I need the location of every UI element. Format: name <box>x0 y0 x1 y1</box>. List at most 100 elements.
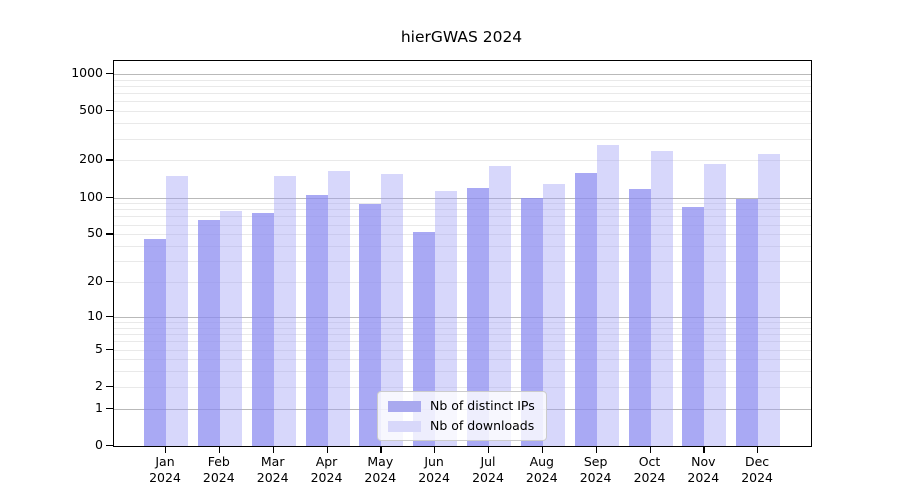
y-tick <box>106 348 113 350</box>
x-tick-label: Feb 2024 <box>189 454 249 485</box>
bar-nb-of-downloads-dec-2024 <box>758 154 781 446</box>
x-tick <box>541 446 544 453</box>
gridline-minor <box>114 371 811 373</box>
gridline-minor <box>114 246 811 247</box>
y-tick <box>106 445 113 447</box>
chart-title: hierGWAS 2024 <box>400 28 523 46</box>
x-tick-label: Mar 2024 <box>243 454 303 485</box>
y-tick-label: 20 <box>87 273 103 288</box>
x-tick-label-line: Feb <box>207 454 230 469</box>
x-tick-label-line: May <box>367 454 394 469</box>
x-tick-label-line: 2024 <box>256 469 289 485</box>
x-tick <box>649 446 651 453</box>
gridline-minor <box>114 341 811 343</box>
x-tick <box>380 446 382 453</box>
y-tick-label: 10 <box>87 307 103 323</box>
y-tick-label: 200 <box>79 151 103 167</box>
bar-nb-of-downloads-jan-2024 <box>166 175 188 446</box>
gridline-minor <box>114 123 811 125</box>
x-tick-label-line: Sep <box>583 454 608 469</box>
bar-nb-of-downloads-may-2024 <box>381 174 404 446</box>
legend-label-distinct-ips: Nb of distinct IPs <box>430 398 535 413</box>
bar-nb-of-downloads-jun-2024 <box>435 191 458 446</box>
legend-item-downloads: Nb of downloads <box>388 419 535 433</box>
gridline-major <box>114 316 811 318</box>
gridline-minor <box>114 234 811 236</box>
bar-nb-of-distinct-ips-mar-2024 <box>251 212 274 446</box>
x-tick <box>703 446 705 453</box>
gridline-minor <box>114 209 811 211</box>
y-tick <box>106 281 113 283</box>
x-tick-label-line: 2024 <box>364 469 397 485</box>
legend-item-distinct-ips: Nb of distinct IPs <box>388 399 535 413</box>
x-tick-label-line: 2024 <box>202 469 235 485</box>
bar-nb-of-downloads-sep-2024 <box>596 145 619 446</box>
gridline-minor <box>114 224 811 226</box>
x-tick-label-line: 2024 <box>525 469 558 485</box>
x-tick-label-line: 2024 <box>149 469 181 485</box>
legend-swatch-downloads-icon <box>388 420 421 432</box>
gridline-minor <box>114 349 811 351</box>
gridline-major <box>114 197 811 199</box>
gridline-minor <box>114 334 811 335</box>
x-tick-label-line: Jun <box>424 454 444 469</box>
x-tick <box>434 446 436 453</box>
x-tick-label: Jan 2024 <box>135 454 195 485</box>
x-tick-label-line: 2024 <box>741 469 773 485</box>
gridline-minor <box>114 386 811 388</box>
x-tick-label-line: Nov <box>691 454 716 469</box>
bar-nb-of-distinct-ips-jan-2024 <box>144 238 166 446</box>
bar-nb-of-distinct-ips-nov-2024 <box>682 207 705 446</box>
x-tick-label-line: Jan <box>155 454 175 469</box>
y-tick <box>106 72 113 75</box>
x-tick-label: Oct 2024 <box>620 454 680 485</box>
gridline-minor <box>114 111 811 113</box>
bar-nb-of-downloads-nov-2024 <box>704 163 727 446</box>
x-tick-label-line: 2024 <box>310 469 343 485</box>
bar-nb-of-downloads-oct-2024 <box>650 150 673 446</box>
x-tick-label-line: Apr <box>315 454 338 469</box>
gridline-minor <box>114 79 811 81</box>
bar-nb-of-downloads-apr-2024 <box>327 170 350 446</box>
x-tick-label: Sep 2024 <box>566 454 626 485</box>
bar-nb-of-downloads-jul-2024 <box>489 166 511 446</box>
bar-nb-of-downloads-feb-2024 <box>219 210 242 446</box>
x-tick-label: Nov 2024 <box>673 454 733 485</box>
y-tick-label: 100 <box>79 188 103 204</box>
gridline-minor <box>114 203 811 205</box>
x-tick-label-line: 2024 <box>633 469 666 485</box>
y-tick-label: 0 <box>95 437 103 452</box>
bar-nb-of-downloads-mar-2024 <box>273 175 296 446</box>
gridline-minor <box>114 261 811 263</box>
gridline-minor <box>114 85 811 87</box>
y-tick <box>106 196 113 198</box>
y-tick <box>106 407 113 409</box>
x-tick <box>165 446 167 453</box>
gridline-minor <box>114 282 811 283</box>
bar-nb-of-distinct-ips-aug-2024 <box>520 197 543 446</box>
y-tick-label: 5 <box>95 340 103 356</box>
x-tick-label: Aug 2024 <box>512 454 572 485</box>
x-tick <box>488 446 490 453</box>
x-tick-label-line: Jul <box>480 454 496 469</box>
gridline-minor <box>114 216 811 218</box>
x-tick-label-line: Dec <box>744 454 770 469</box>
x-tick-label: May 2024 <box>350 454 410 485</box>
x-tick-label: Apr 2024 <box>297 454 357 485</box>
bar-nb-of-distinct-ips-feb-2024 <box>197 219 220 446</box>
y-tick-label: 1 <box>95 399 103 415</box>
gridline-minor <box>114 359 811 361</box>
x-tick-label-line: 2024 <box>418 469 450 485</box>
x-tick <box>757 446 759 453</box>
y-tick <box>106 385 113 388</box>
gridline-minor <box>114 327 811 329</box>
bar-nb-of-distinct-ips-apr-2024 <box>305 194 328 446</box>
x-tick-label-line: 2024 <box>687 469 720 485</box>
x-tick-label-line: Mar <box>260 454 285 469</box>
gridline-minor <box>114 322 811 323</box>
x-tick-label-line: 2024 <box>579 469 612 485</box>
bar-nb-of-distinct-ips-sep-2024 <box>574 173 597 446</box>
x-tick-label-line: 2024 <box>472 469 504 485</box>
x-tick-label: Jun 2024 <box>404 454 464 485</box>
